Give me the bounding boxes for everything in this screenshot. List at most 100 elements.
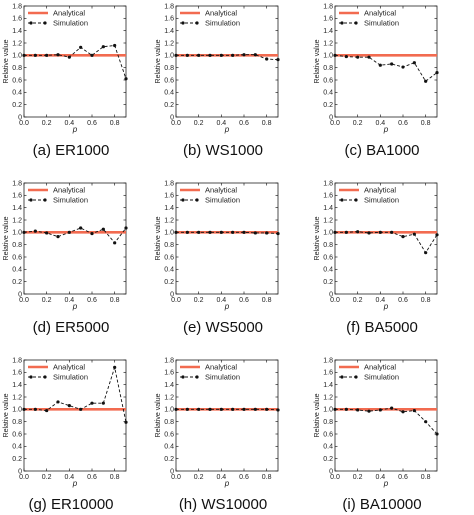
y-tick-label: 0 — [170, 114, 174, 121]
y-tick-label: 1.8 — [164, 3, 174, 10]
x-tick-label: 0.8 — [421, 297, 431, 304]
y-tick-label: 0 — [329, 468, 333, 475]
simulation-point — [424, 251, 428, 255]
y-tick-label: 1.0 — [12, 53, 22, 60]
x-tick-label: 0.0 — [19, 474, 29, 481]
plot-frame — [23, 5, 127, 118]
x-tick-label: 0.6 — [87, 297, 97, 304]
y-tick-label: 0.6 — [323, 77, 333, 84]
legend-marker-simulation — [29, 198, 33, 202]
y-tick-label: 0.4 — [12, 90, 22, 97]
simulation-point — [242, 230, 246, 234]
plot-frame — [334, 182, 438, 295]
y-axis-label: Relative value — [155, 393, 162, 437]
y-tick-label: 1.4 — [12, 205, 22, 212]
legend-label-analytical: Analytical — [53, 363, 85, 372]
series-line-simulation — [334, 54, 438, 82]
panel-caption: (d) ER5000 — [33, 319, 110, 336]
x-tick-label: 0.0 — [330, 120, 340, 127]
simulation-point — [276, 408, 280, 412]
x-tick-label: 0.6 — [239, 474, 249, 481]
panel-caption: (b) WS1000 — [183, 142, 263, 159]
x-tick-label: 0.6 — [87, 474, 97, 481]
x-axis-label: p — [383, 125, 389, 134]
simulation-point — [378, 230, 382, 234]
simulation-point — [344, 407, 348, 411]
y-axis-label: Relative value — [314, 393, 321, 437]
plot-frame — [175, 5, 279, 118]
chart-panel: 0 0.2 0.4 0.6 0.8 1.0 1.2 1.4 1.6 1.8 0.0 0.2 0.4 0.6… — [155, 180, 280, 336]
chart-panel: 0 0.2 0.4 0.6 0.8 1.0 1.2 1.4 1.6 1.8 0.0 0.2 0.4 0.6… — [3, 180, 128, 336]
simulation-point — [253, 407, 257, 411]
x-tick-label: 0.4 — [375, 120, 385, 127]
simulation-point — [356, 230, 360, 234]
y-tick-label: 1.0 — [12, 407, 22, 414]
series-line-simulation — [335, 407, 438, 435]
simulation-point — [101, 227, 105, 231]
legend-marker-simulation — [29, 375, 33, 379]
chart-panel: 0 0.2 0.4 0.6 0.8 1.0 1.2 1.4 1.6 1.8 0.0 0.2 0.4 0.6… — [155, 357, 280, 513]
y-tick-label: 0.2 — [323, 456, 333, 463]
y-tick-label: 1.6 — [323, 16, 333, 23]
x-axis-label: p — [72, 125, 78, 134]
legend-marker-simulation — [354, 198, 358, 202]
y-tick-label: 0.6 — [12, 431, 22, 438]
y-tick-label: 1.0 — [323, 230, 333, 237]
y-tick-label: 0.2 — [12, 102, 22, 109]
legend-label-simulation: Simulation — [53, 19, 88, 28]
x-tick-label: 0.8 — [421, 120, 431, 127]
x-tick-label: 0.8 — [110, 297, 120, 304]
y-tick-label: 0.2 — [164, 102, 174, 109]
simulation-point — [33, 407, 37, 411]
y-tick-label: 1.8 — [164, 357, 174, 364]
simulation-point — [174, 407, 178, 411]
y-tick-label: 0.6 — [323, 254, 333, 261]
simulation-point — [412, 408, 416, 413]
legend-marker-simulation — [43, 21, 47, 25]
x-tick-label: 0.8 — [262, 120, 272, 127]
simulation-point — [90, 401, 94, 405]
y-tick-label: 0.8 — [323, 242, 333, 249]
x-tick-label: 0.6 — [239, 297, 249, 304]
simulation-point — [253, 231, 257, 235]
simulation-point — [401, 235, 405, 239]
x-axis-label: p — [383, 479, 389, 488]
y-tick-label: 1.6 — [323, 370, 333, 377]
legend-label-analytical: Analytical — [53, 186, 85, 195]
y-tick-label: 0.2 — [323, 102, 333, 109]
y-tick-label: 1.2 — [164, 394, 174, 401]
legend-label-simulation: Simulation — [53, 196, 88, 205]
simulation-point — [79, 407, 83, 411]
series-line-simulation — [176, 408, 279, 411]
y-tick-label: 1.2 — [323, 217, 333, 224]
simulation-point — [424, 420, 428, 424]
y-tick-label: 0.2 — [164, 456, 174, 463]
simulation-point — [56, 235, 60, 239]
legend-marker-simulation — [43, 198, 47, 202]
simulation-point — [242, 407, 246, 411]
y-tick-label: 1.8 — [323, 180, 333, 187]
legend-label-simulation: Simulation — [53, 373, 88, 382]
legend-marker-simulation — [340, 21, 344, 25]
legend-marker-simulation — [195, 198, 199, 202]
x-tick-label: 0.8 — [110, 474, 120, 481]
x-tick-label: 0.8 — [110, 120, 120, 127]
simulation-point — [56, 400, 60, 404]
panel-caption: (e) WS5000 — [183, 319, 263, 336]
simulation-point — [197, 53, 201, 57]
legend-marker-simulation — [195, 21, 199, 25]
simulation-point — [231, 407, 235, 411]
legend-marker-simulation — [181, 375, 185, 379]
y-tick-label: 0.2 — [323, 279, 333, 286]
legend-label-simulation: Simulation — [364, 19, 399, 28]
legend-label-simulation: Simulation — [205, 373, 240, 382]
y-tick-label: 0.6 — [12, 77, 22, 84]
y-tick-label: 1.8 — [12, 180, 22, 187]
x-tick-label: 0.0 — [171, 297, 181, 304]
simulation-point — [253, 53, 257, 57]
simulation-point — [45, 53, 49, 57]
simulation-point — [276, 231, 280, 236]
y-tick-label: 0 — [18, 114, 22, 121]
y-tick-label: 0.4 — [323, 444, 333, 451]
